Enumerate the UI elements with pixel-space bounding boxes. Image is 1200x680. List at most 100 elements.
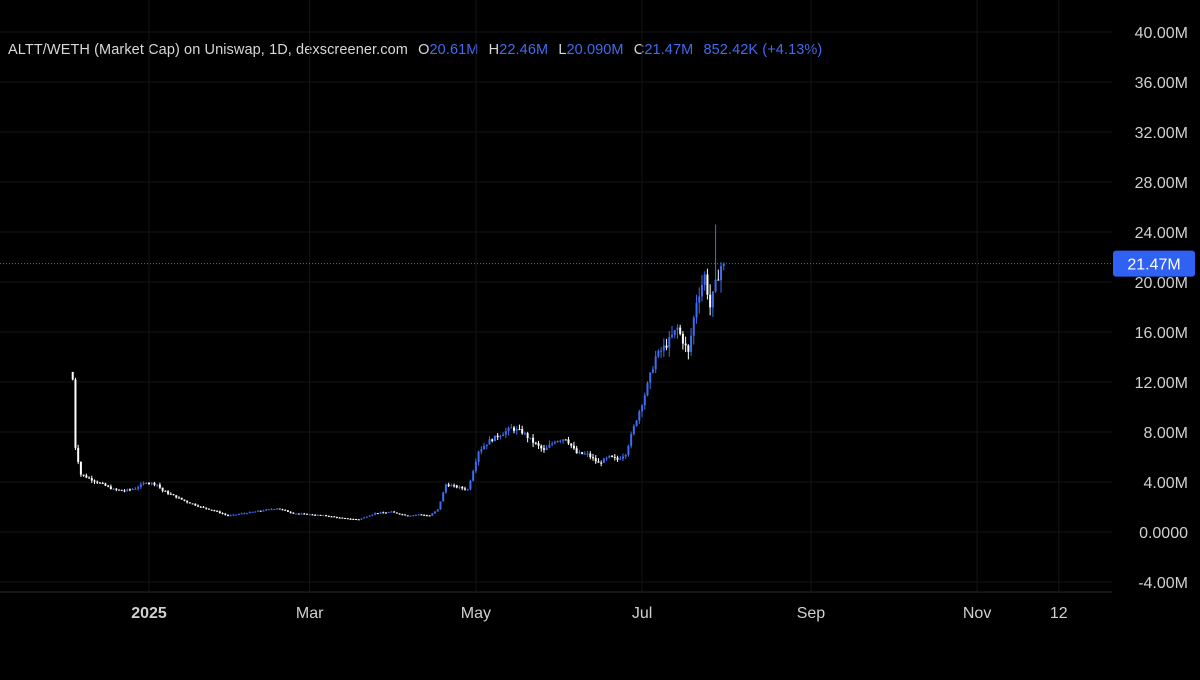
candle-body	[619, 458, 622, 460]
candle-body	[229, 515, 232, 517]
candle-body	[276, 508, 279, 510]
candle-body	[690, 335, 693, 352]
candle-body	[673, 330, 676, 335]
candle-body	[605, 457, 608, 459]
candle-body	[281, 509, 284, 511]
candles-group	[71, 224, 725, 521]
candle-body	[703, 274, 706, 286]
candle-body	[523, 433, 526, 435]
candle-body	[158, 484, 161, 488]
candle-body	[371, 514, 374, 516]
candle-body	[513, 427, 516, 431]
candle-body	[420, 514, 423, 516]
candle-body	[600, 462, 603, 464]
candle-body	[651, 369, 654, 373]
candle-body	[668, 336, 671, 348]
candle-body	[722, 263, 725, 267]
candle-body	[483, 446, 486, 450]
candle-body	[98, 482, 101, 484]
candle-body	[564, 439, 567, 441]
candle-body	[635, 420, 638, 426]
y-tick-label: 12.00M	[1135, 375, 1188, 392]
candle-body	[311, 514, 314, 516]
candle-body	[491, 439, 494, 442]
candle-body	[529, 437, 532, 439]
candle-body	[613, 456, 616, 458]
candle-body	[700, 285, 703, 297]
candle-body	[493, 435, 496, 442]
candle-body	[175, 495, 178, 498]
candle-body	[177, 497, 180, 499]
legend-open-value: 20.61M	[429, 42, 479, 58]
candle-body	[88, 477, 91, 479]
candle-body	[199, 506, 202, 508]
candle-body	[630, 434, 633, 446]
candle-body	[379, 512, 382, 514]
candle-body	[180, 497, 183, 500]
candle-body	[572, 445, 575, 449]
candle-body	[632, 425, 635, 435]
candle-body	[278, 508, 281, 510]
candle-body	[447, 484, 450, 487]
candle-body	[461, 486, 464, 489]
candle-body	[453, 485, 456, 487]
candle-body	[504, 431, 507, 435]
legend-high-key: H	[488, 42, 500, 58]
candle-body	[333, 516, 336, 518]
candle-body	[243, 513, 246, 515]
candle-body	[414, 514, 417, 516]
candle-body	[395, 512, 398, 514]
candle-body	[602, 458, 605, 463]
candle-body	[624, 454, 627, 457]
candle-body	[363, 517, 366, 519]
candle-body	[131, 488, 134, 490]
candle-body	[376, 513, 379, 515]
candle-body	[474, 461, 477, 472]
candle-body	[316, 514, 319, 516]
candle-body	[107, 485, 110, 487]
candle-body	[232, 514, 235, 516]
candle-body	[314, 514, 317, 516]
candle-body	[592, 457, 595, 459]
candle-body	[251, 511, 254, 513]
candle-body	[450, 485, 453, 487]
candle-body	[548, 444, 551, 448]
candle-body	[126, 489, 129, 491]
candle-body	[417, 514, 420, 516]
y-tick-label: 32.00M	[1135, 125, 1188, 142]
candle-body	[439, 501, 442, 510]
candle-body	[502, 434, 505, 437]
candle-body	[295, 513, 298, 515]
candle-body	[101, 482, 104, 484]
candle-body	[265, 509, 268, 511]
candle-body	[387, 512, 390, 514]
y-tick-label: 24.00M	[1135, 225, 1188, 242]
candle-body	[559, 440, 562, 442]
y-tick-label: 8.00M	[1144, 425, 1188, 442]
y-tick-label: 28.00M	[1135, 175, 1188, 192]
candle-body	[499, 436, 502, 438]
candle-body	[355, 519, 358, 521]
candle-body	[589, 453, 592, 458]
candle-body	[82, 474, 85, 476]
candle-body	[85, 475, 88, 478]
y-tick-label: 16.00M	[1135, 325, 1188, 342]
candle-body	[142, 483, 145, 485]
candle-body	[325, 515, 328, 517]
candle-body	[374, 513, 377, 515]
candle-body	[210, 509, 213, 511]
candle-body	[665, 345, 668, 348]
candle-body	[240, 513, 243, 515]
candle-body	[431, 513, 434, 516]
x-axis: 2025 Mar May Jul Sep Nov 12	[0, 591, 1112, 622]
candle-body	[139, 484, 142, 488]
candle-body	[390, 511, 393, 513]
candle-body	[338, 517, 341, 519]
candle-body	[643, 395, 646, 406]
x-tick-label: Sep	[797, 605, 826, 622]
candle-body	[423, 514, 426, 516]
candle-body	[71, 371, 74, 380]
candle-body	[90, 478, 93, 481]
candle-body	[286, 510, 289, 512]
